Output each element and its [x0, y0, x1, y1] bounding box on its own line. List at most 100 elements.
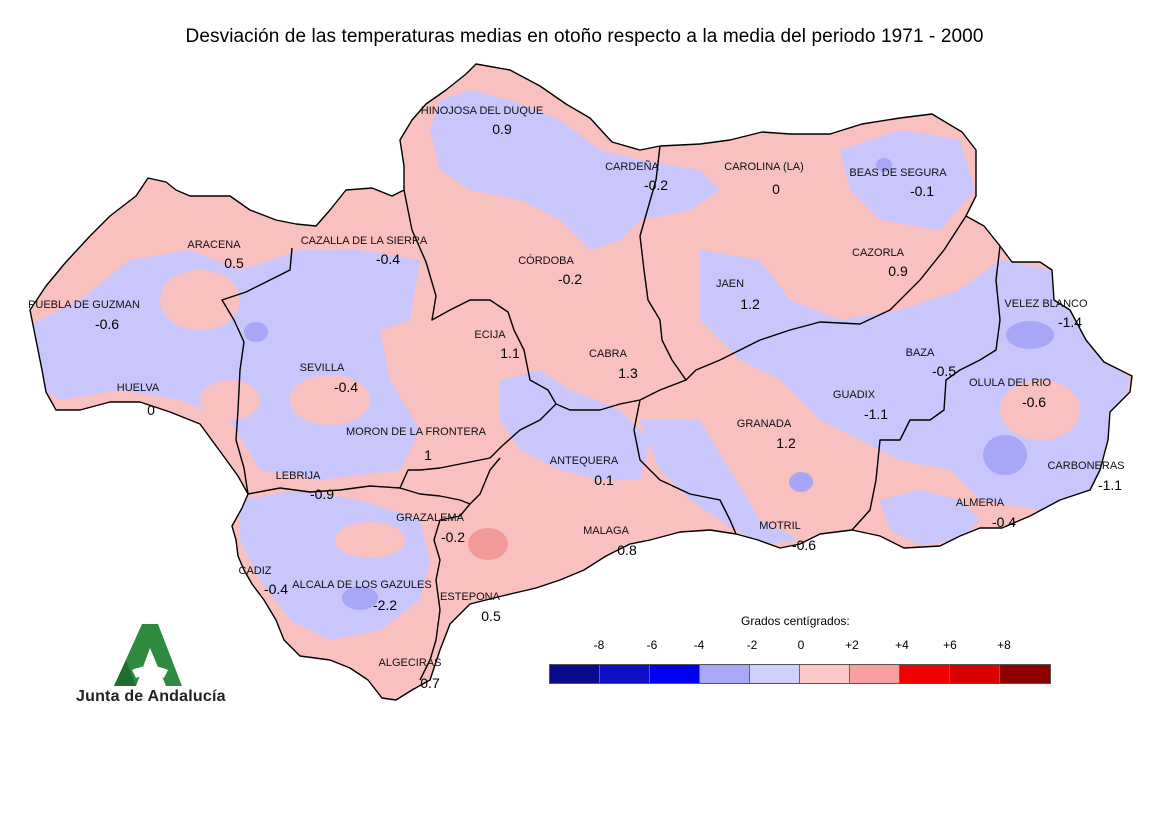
legend-tick: -2 [746, 638, 758, 652]
border-huelva-sevilla [221, 247, 293, 495]
border-malaga-granada [633, 399, 737, 535]
station-value: -1.1 [864, 406, 888, 422]
cold-spot-granada [789, 472, 813, 492]
station-value: -0.4 [992, 514, 1016, 530]
border-sevilla-cadiz [247, 485, 471, 505]
station-value: -0.6 [95, 316, 119, 332]
station-value: -0.2 [558, 271, 582, 287]
station-value: 0.9 [492, 121, 512, 137]
station-value: 0.5 [481, 608, 501, 624]
cold-spot-puebla [244, 322, 268, 342]
legend-color-segment [600, 665, 650, 683]
negative-anomaly-almeria [880, 490, 980, 545]
station-value: -1.1 [1098, 477, 1122, 493]
legend-color-segment [550, 665, 600, 683]
cold-spot-velez [1006, 321, 1054, 349]
warm-spot-grazalema [468, 528, 508, 560]
border-sevilla-malaga [469, 457, 501, 505]
station-value: 1.2 [740, 296, 760, 312]
station-value: 0.5 [224, 255, 244, 271]
logo-text: Junta de Andalucía [76, 688, 226, 705]
station-value: -0.9 [310, 486, 334, 502]
station-name: CARDEÑA [605, 160, 659, 173]
legend-tick: +8 [997, 638, 1011, 652]
positive-pocket-aracena [160, 270, 240, 330]
station-name: GRAZALEMA [396, 512, 465, 524]
station-name: CAROLINA (LA) [724, 161, 803, 173]
station-name: BEAS DE SEGURA [849, 167, 947, 179]
station-name: HINOJOSA DEL DUQUE [421, 105, 543, 117]
station-name: ECIJA [474, 329, 506, 341]
station-value: 0.1 [594, 472, 614, 488]
legend-color-segment [800, 665, 850, 683]
station-value: 1.3 [618, 365, 638, 381]
negative-anomaly-motril [640, 420, 800, 545]
border-cadiz-malaga [419, 503, 471, 681]
station-name: CARBONERAS [1047, 460, 1124, 472]
station-name: CÓRDOBA [518, 254, 574, 267]
station-value: -0.4 [264, 581, 288, 597]
station-name: CAZORLA [852, 247, 905, 259]
station-value: -0.6 [1022, 394, 1046, 410]
negative-anomaly-northeast [840, 130, 975, 230]
cold-spot-beas [876, 158, 892, 172]
legend-tick: -6 [646, 638, 658, 652]
station-name: GRANADA [737, 418, 792, 430]
positive-pocket-olula [1000, 380, 1080, 440]
station-value: 0.8 [617, 542, 637, 558]
legend-color-segment [900, 665, 950, 683]
legend-tick: +6 [943, 638, 957, 652]
legend-tick: -4 [693, 638, 705, 652]
legend-tick: +4 [895, 638, 909, 652]
border-granada-almeria [851, 245, 1001, 531]
station-value: -2.2 [373, 597, 397, 613]
positive-pocket-sevilla [290, 375, 370, 425]
station-name: VELEZ BLANCO [1004, 298, 1088, 310]
legend-color-bar [549, 664, 1051, 684]
station-value: -0.2 [441, 529, 465, 545]
station-name: ALMERIA [956, 497, 1005, 509]
legend-color-segment [750, 665, 800, 683]
station-name: MOTRIL [759, 520, 801, 532]
station-value: 1.1 [500, 345, 520, 361]
legend-color-segment [700, 665, 750, 683]
station-value: -0.1 [910, 183, 934, 199]
station-value: 0 [147, 402, 155, 418]
station-value: -0.6 [792, 537, 816, 553]
border-cordoba-jaen [639, 145, 761, 381]
map-title: Desviación de las temperaturas medias en… [185, 26, 984, 47]
station-value: 0.7 [420, 675, 440, 691]
legend-tick: -8 [593, 638, 605, 652]
station-name: PUEBLA DE GUZMAN [28, 299, 140, 311]
station-name: MALAGA [583, 525, 630, 537]
positive-pocket-huelva [200, 380, 260, 420]
border-sevilla-cordoba [399, 189, 557, 489]
station-value: -0.2 [644, 177, 668, 193]
station-value: 1 [424, 447, 432, 463]
legend-color-segment [950, 665, 1000, 683]
station-name: ANTEQUERA [550, 455, 619, 467]
cold-spot-alcala [342, 586, 378, 610]
legend-title: Grados centígrados: [741, 614, 850, 628]
legend-color-segment [650, 665, 700, 683]
cold-spot-carboneras [983, 435, 1027, 475]
station-name: OLULA DEL RIO [969, 377, 1052, 389]
station-name: ARACENA [187, 239, 241, 251]
legend-tick: 0 [797, 638, 805, 652]
negative-anomaly-antequera [500, 370, 650, 480]
junta-de-andalucia-logo-icon [114, 624, 182, 686]
station-name: ALGECIRAS [379, 657, 442, 669]
province-borders [29, 63, 1133, 701]
station-name: ESTEPONA [440, 591, 501, 603]
station-value: 0 [772, 181, 780, 197]
border-cordoba-malaga-granada [555, 379, 687, 411]
station-name: CAZALLA DE LA SIERRA [301, 235, 428, 247]
station-name: CADIZ [239, 565, 272, 577]
station-name: MORON DE LA FRONTERA [346, 426, 487, 438]
station-value: -0.5 [932, 363, 956, 379]
border-jaen-granada [759, 215, 967, 341]
legend-tick: +2 [845, 638, 859, 652]
station-value: -1.4 [1058, 314, 1082, 330]
station-value: 1.2 [776, 435, 796, 451]
